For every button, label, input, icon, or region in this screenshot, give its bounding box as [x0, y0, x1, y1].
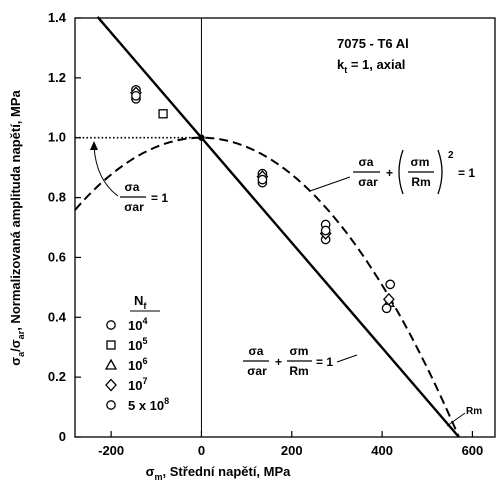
- legend-marker-triangle: [104, 358, 118, 370]
- y-tick-label: 0.6: [48, 249, 66, 264]
- y-tick-label: 0.4: [48, 309, 67, 324]
- legend-title: Nf: [134, 293, 147, 311]
- legend-label: 107: [128, 376, 147, 393]
- legend-label: 106: [128, 356, 147, 373]
- intersection-dot: [198, 134, 205, 141]
- svg-text:σa: σa: [359, 155, 374, 169]
- x-tick-label: 400: [371, 443, 393, 458]
- legend-label: 105: [128, 336, 147, 353]
- legend-label: 5 x 108: [128, 396, 169, 413]
- y-tick-label: 0: [59, 429, 66, 444]
- legend-marker-circle: [106, 400, 116, 410]
- annotation-goodman-leader: [336, 354, 358, 363]
- data-point-circle: [320, 225, 331, 236]
- rm-label: Rm: [466, 406, 482, 417]
- x-axis-label: σm, Střední napětí, MPa: [146, 464, 292, 482]
- data-point-circle: [385, 279, 396, 290]
- legend-label: 104: [128, 316, 147, 333]
- y-tick-label: 0.8: [48, 190, 66, 205]
- svg-text:σa: σa: [125, 180, 140, 194]
- data-point-circle: [257, 174, 268, 185]
- svg-text:Rm: Rm: [411, 175, 430, 189]
- rm-leader: [446, 412, 466, 427]
- annotation-gerber-leader: [309, 176, 351, 192]
- y-tick-label: 1.2: [48, 70, 66, 85]
- y-tick-label: 1.0: [48, 130, 66, 145]
- annotation-gerber-equation: σa σar + σm Rm 2 = 1: [353, 149, 475, 195]
- x-tick-label: -200: [98, 443, 124, 458]
- annotation-goodman-equation: σa σar + σm Rm = 1: [243, 344, 333, 378]
- svg-text:σm: σm: [411, 155, 430, 169]
- svg-text:σar: σar: [358, 175, 378, 189]
- svg-text:σar: σar: [124, 200, 144, 214]
- x-tick-label: 200: [281, 443, 303, 458]
- legend-entries: 104 105 106 107 5 x 108: [104, 316, 169, 413]
- svg-text:+: +: [386, 166, 393, 180]
- legend-marker-circle: [106, 320, 116, 330]
- svg-text:= 1: = 1: [316, 355, 333, 369]
- annotation-left-arrowhead: [90, 141, 98, 150]
- data-point-circle: [131, 90, 141, 101]
- data-point-square: [158, 109, 168, 119]
- svg-text:σm: σm: [290, 344, 309, 358]
- svg-text:= 1: = 1: [458, 166, 475, 180]
- x-tick-label: 600: [462, 443, 484, 458]
- svg-text:σa: σa: [249, 344, 264, 358]
- data-points-group: [130, 84, 396, 314]
- legend: Nf 104 105 106 107 5 x 108: [104, 293, 169, 413]
- svg-text:+: +: [275, 355, 282, 369]
- axes-group: -200 0 200 400 600 0 0.2 0.4 0.6 0.8 1.0 1.2 1.4: [48, 10, 483, 458]
- plot-frame: [74, 17, 496, 438]
- annotation-left-leader: [93, 145, 119, 197]
- svg-text:σar: σar: [247, 364, 267, 378]
- curves-group: [74, 16, 460, 438]
- goodman-line: [96, 16, 460, 438]
- y-axis-label: σa/σar, Normalizovaná amplituda napětí, …: [8, 89, 26, 365]
- svg-text:Rm: Rm: [289, 364, 308, 378]
- x-tick-label: 0: [198, 443, 205, 458]
- svg-text:= 1: = 1: [151, 191, 168, 205]
- chart-subtitle: kt = 1, axial: [337, 57, 405, 75]
- svg-text:2: 2: [448, 150, 454, 161]
- y-tick-label: 1.4: [48, 10, 67, 25]
- annotation-left-equation: σa σar = 1: [120, 180, 168, 214]
- gerber-curve: [74, 136, 460, 438]
- legend-marker-square: [106, 340, 116, 350]
- chart-title: 7075 - T6 Al: [337, 36, 409, 51]
- data-point-circle: [381, 303, 392, 314]
- legend-marker-diamond: [105, 378, 117, 392]
- y-tick-label: 0.2: [48, 369, 66, 384]
